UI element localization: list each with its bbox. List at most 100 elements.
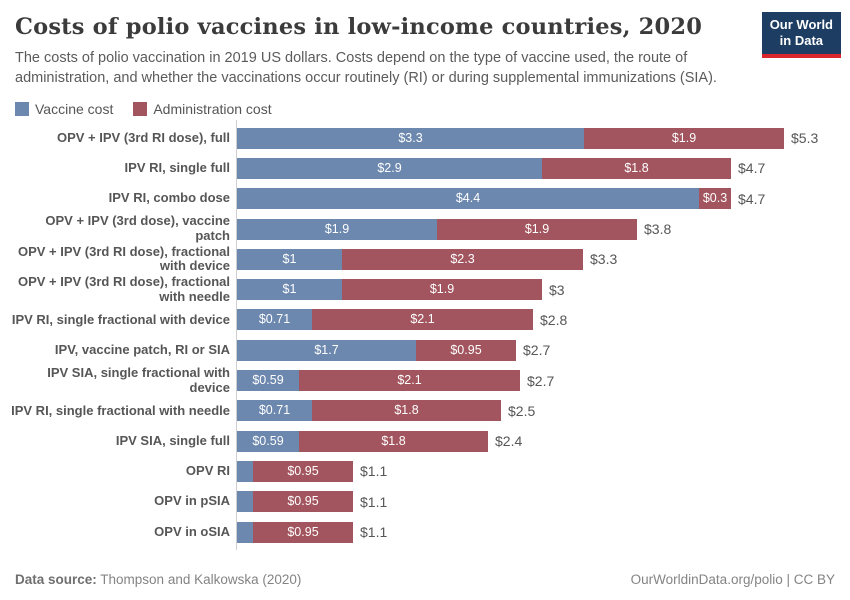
bar-track: $0.71 $2.1 $2.8: [237, 309, 567, 331]
total-value-label: $2.7: [527, 372, 555, 389]
chart-title: Costs of polio vaccines in low-income co…: [15, 14, 703, 40]
total-value-label: $4.7: [738, 160, 766, 177]
owid-logo-red-strip: [761, 53, 841, 58]
chart-row: OPV in pSIA $0.95 $1.1: [0, 487, 850, 517]
vaccine-cost-bar[interactable]: $0.59: [237, 370, 299, 392]
category-label: OPV in pSIA: [154, 493, 230, 509]
vaccine-cost-swatch-icon: [15, 102, 29, 116]
category-label: OPV RI: [185, 463, 230, 479]
owid-logo-text: Our World in Data: [761, 12, 841, 54]
data-source: Data source: Thompson and Kalkowska (202…: [15, 572, 301, 587]
bar-track: $4.4 $0.3 $4.7: [237, 188, 766, 210]
chart-row: OPV RI $0.95 $1.1: [0, 456, 850, 486]
chart-header: Costs of polio vaccines in low-income co…: [0, 0, 850, 88]
total-value-label: $1.1: [360, 463, 388, 480]
administration-cost-bar[interactable]: $2.1: [299, 370, 520, 392]
category-label: OPV + IPV (3rd RI dose), full: [56, 129, 230, 145]
legend-item-administration-cost[interactable]: Administration cost: [133, 101, 272, 117]
vaccine-cost-bar[interactable]: $0.59: [237, 430, 299, 452]
vaccine-cost-bar[interactable]: [237, 460, 253, 482]
category-label: IPV SIA, single fractional with device: [47, 364, 230, 395]
bar-track: $0.95 $1.1: [237, 491, 387, 513]
vaccine-cost-bar[interactable]: $4.4: [237, 188, 699, 210]
category-label: OPV + IPV (3rd dose), vaccine patch: [45, 213, 230, 244]
total-value-label: $1.1: [360, 524, 388, 540]
category-label: IPV RI, single full: [124, 160, 230, 176]
chart-row: OPV + IPV (3rd RI dose), fractional with…: [0, 274, 850, 304]
bar-track: $0.59 $1.8 $2.4: [237, 430, 522, 452]
zero-axis-line: [236, 120, 237, 551]
segment-value-label: $0.71: [258, 312, 291, 327]
total-value-label: $5.3: [791, 130, 819, 147]
segment-value-label: $0.95: [287, 494, 319, 509]
bar-track: $2.9 $1.8 $4.7: [237, 157, 766, 179]
administration-cost-bar[interactable]: $2.1: [312, 309, 533, 331]
chart-row: OPV + IPV (3rd RI dose), fractional with…: [0, 244, 850, 274]
administration-cost-bar[interactable]: $1.8: [312, 400, 501, 422]
total-value-label: $3.8: [644, 221, 672, 238]
total-value-label: $4.7: [738, 190, 766, 207]
legend-item-vaccine-cost[interactable]: Vaccine cost: [15, 101, 113, 117]
administration-cost-bar[interactable]: $0.3: [699, 188, 731, 210]
segment-value-label: $1.8: [394, 403, 419, 418]
segment-value-label: $2.3: [450, 251, 475, 266]
segment-value-label: $2.1: [410, 312, 435, 327]
owid-logo[interactable]: Our World in Data: [761, 12, 841, 58]
administration-cost-bar[interactable]: $1.8: [542, 157, 731, 179]
vaccine-cost-bar[interactable]: $2.9: [237, 157, 542, 179]
category-label: OPV + IPV (3rd RI dose), fractional with…: [17, 243, 230, 274]
category-label: OPV + IPV (3rd RI dose), fractional with…: [17, 274, 230, 304]
segment-value-label: $2.1: [397, 373, 422, 388]
segment-value-label: $0.71: [258, 403, 291, 418]
vaccine-cost-bar[interactable]: $1.7: [237, 339, 416, 361]
legend: Vaccine cost Administration cost: [15, 101, 850, 117]
administration-cost-bar[interactable]: $1.9: [584, 127, 784, 149]
segment-value-label: $0.59: [252, 433, 284, 448]
chart-row: IPV SIA, single fractional with device $0…: [0, 365, 850, 395]
chart-footer: Data source: Thompson and Kalkowska (202…: [15, 572, 835, 587]
vaccine-cost-bar[interactable]: [237, 491, 253, 513]
segment-value-label: $3.3: [398, 130, 423, 145]
bar-track: $0.59 $2.1 $2.7: [237, 370, 555, 392]
chart-row: IPV RI, single fractional with needle $0.…: [0, 396, 850, 426]
vaccine-cost-bar[interactable]: $1.9: [237, 218, 437, 240]
segment-value-label: $1: [282, 282, 297, 297]
vaccine-cost-bar[interactable]: $3.3: [237, 127, 584, 149]
category-label: OPV in oSIA: [154, 523, 230, 539]
bar-track: $0.71 $1.8 $2.5: [237, 400, 535, 422]
chart-row: IPV SIA, single full $0.59 $1.8 $2.4: [0, 426, 850, 456]
segment-value-label: $0.95: [287, 463, 319, 478]
chart-area: OPV + IPV (3rd RI dose), full $3.3 $1.9 $5.…: [0, 120, 850, 551]
vaccine-cost-bar[interactable]: $0.71: [237, 309, 312, 331]
vaccine-cost-bar[interactable]: [237, 521, 253, 543]
data-source-value: Thompson and Kalkowska (2020): [96, 572, 302, 587]
credit-link[interactable]: OurWorldinData.org/polio | CC BY: [630, 572, 835, 587]
vaccine-cost-bar[interactable]: $0.71: [237, 400, 312, 422]
administration-cost-bar[interactable]: $0.95: [253, 491, 353, 513]
bar-track: $1.7 $0.95 $2.7: [237, 339, 550, 361]
category-label: IPV, vaccine patch, RI or SIA: [54, 341, 230, 357]
chart-row: IPV RI, single full $2.9 $1.8 $4.7: [0, 153, 850, 183]
segment-value-label: $1.8: [381, 433, 406, 448]
administration-cost-bar[interactable]: $0.95: [253, 460, 353, 482]
legend-label: Administration cost: [153, 101, 272, 117]
administration-cost-bar[interactable]: $1.9: [342, 279, 542, 301]
bar-track: $0.95 $1.1: [237, 521, 388, 543]
total-value-label: $3: [549, 281, 565, 298]
segment-value-label: $1.9: [524, 221, 550, 236]
administration-cost-bar[interactable]: $0.95: [253, 521, 353, 543]
segment-value-label: $0.95: [287, 524, 319, 539]
administration-cost-bar[interactable]: $1.8: [299, 430, 488, 452]
administration-cost-bar[interactable]: $1.9: [437, 218, 637, 240]
vaccine-cost-bar[interactable]: $1: [237, 248, 342, 270]
chart-subtitle: The costs of polio vaccination in 2019 U…: [15, 50, 717, 86]
segment-value-label: $2.9: [377, 160, 402, 175]
administration-cost-bar[interactable]: $0.95: [416, 339, 516, 361]
chart-row: IPV RI, single fractional with device $0.…: [0, 305, 850, 335]
vaccine-cost-bar[interactable]: $1: [237, 279, 342, 301]
chart-row: OPV + IPV (3rd dose), vaccine patch $1.9 $…: [0, 214, 850, 244]
administration-cost-bar[interactable]: $2.3: [342, 248, 583, 270]
category-label: IPV RI, single fractional with device: [11, 311, 230, 327]
bar-track: $3.3 $1.9 $5.3: [237, 127, 819, 149]
administration-cost-swatch-icon: [133, 102, 148, 116]
